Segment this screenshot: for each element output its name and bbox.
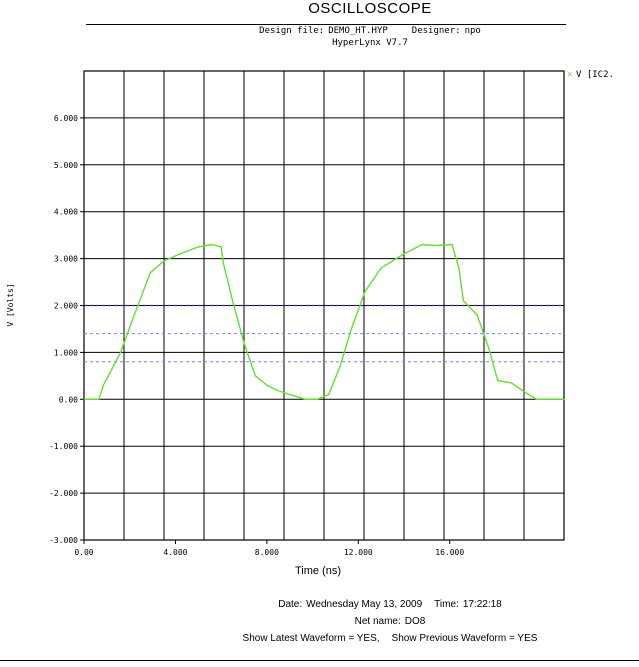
time-value: 17:22:18 bbox=[462, 599, 502, 610]
waveform-point bbox=[98, 398, 100, 400]
y-tick-label: 2.000 bbox=[54, 302, 78, 311]
y-tick-label: -2.000 bbox=[49, 489, 78, 498]
design-line: Design file: DEMO_HT.HYP Designer: npo bbox=[0, 25, 639, 37]
waveform-point bbox=[133, 314, 135, 316]
x-tick-label: 12.000 bbox=[344, 548, 373, 557]
x-tick-label: 8.000 bbox=[255, 548, 279, 557]
net-value: DO8 bbox=[404, 616, 426, 627]
waveform-point bbox=[364, 290, 366, 293]
designer-name: npo bbox=[464, 26, 481, 36]
waveform-series bbox=[83, 243, 565, 400]
waveform-point bbox=[510, 382, 513, 384]
waveform-point bbox=[220, 246, 222, 248]
waveform-point bbox=[524, 391, 526, 393]
x-axis-label: Time (ns) bbox=[295, 565, 341, 577]
y-tick-label: 1.000 bbox=[54, 348, 78, 357]
y-tick-label: 4.000 bbox=[54, 208, 78, 217]
waveform-point bbox=[487, 347, 490, 349]
waveform-point bbox=[316, 398, 318, 400]
waveform-point bbox=[563, 398, 565, 400]
waveform-point bbox=[275, 389, 277, 391]
waveform-point bbox=[327, 394, 330, 396]
waveform-point bbox=[339, 365, 341, 368]
y-tick-label: 6.000 bbox=[54, 114, 78, 123]
title-divider bbox=[86, 24, 566, 25]
waveform-point bbox=[305, 398, 307, 400]
waveform-point bbox=[149, 272, 151, 274]
net-line: Net name: DO8 bbox=[0, 613, 639, 630]
design-file-name: DEMO_HT.HYP bbox=[328, 26, 388, 36]
waveform-point bbox=[289, 394, 291, 396]
waveform-point bbox=[462, 300, 465, 302]
y-axis-label: V [Volts] bbox=[6, 283, 15, 326]
waveform-options-line: Show Latest Waveform = YES, Show Previous… bbox=[0, 630, 639, 647]
waveform-point bbox=[476, 314, 478, 316]
y-tick-label: -1.000 bbox=[49, 442, 78, 451]
waveform-point bbox=[535, 398, 538, 400]
designer-label: Designer: bbox=[411, 26, 461, 36]
y-tick-label: -3.000 bbox=[49, 536, 78, 545]
waveform-point bbox=[211, 243, 213, 246]
waveform-point bbox=[497, 379, 499, 382]
show-latest-waveform: Show Latest Waveform = YES, bbox=[242, 633, 380, 644]
waveform-point bbox=[435, 244, 437, 247]
header-info: Design file: DEMO_HT.HYP Designer: npo Hype… bbox=[0, 25, 639, 49]
x-tick-label: 4.000 bbox=[163, 548, 187, 557]
waveform-point bbox=[243, 342, 245, 344]
waveform-point bbox=[380, 267, 382, 269]
software-version: HyperLynx V7.7 bbox=[332, 38, 408, 48]
waveform-point bbox=[547, 398, 549, 400]
waveform-point bbox=[421, 243, 423, 246]
page-title: OSCILLOSCOPE bbox=[308, 0, 432, 17]
y-tick-label: 0.00 bbox=[59, 395, 78, 404]
waveform-point bbox=[119, 351, 122, 353]
time-label: Time: bbox=[434, 599, 459, 610]
waveform-point bbox=[222, 262, 225, 264]
waveform-point bbox=[179, 253, 181, 255]
waveform-point bbox=[231, 300, 234, 302]
x-tick-label: 16.000 bbox=[435, 548, 464, 557]
waveform-point bbox=[102, 384, 105, 386]
waveform-point bbox=[458, 267, 460, 269]
waveform-point bbox=[254, 375, 257, 377]
waveform-point bbox=[451, 243, 453, 246]
waveform-point bbox=[403, 253, 405, 255]
show-previous-waveform: Show Previous Waveform = YES bbox=[391, 633, 538, 644]
tick-labels: -3.000 -2.000 -1.000 0.00 1.000 2.000 3.000 4.0… bbox=[49, 114, 464, 557]
y-tick-label: 3.000 bbox=[54, 255, 78, 264]
footer-info: Date: Wednesday May 13, 2009 Time: 17:22:18… bbox=[0, 596, 639, 647]
waveform-point bbox=[266, 384, 268, 386]
design-file-label: Design file: bbox=[259, 26, 325, 36]
waveform-point bbox=[197, 246, 199, 248]
waveform-point bbox=[163, 260, 165, 262]
date-label: Date: bbox=[278, 599, 303, 610]
date-value: Wednesday May 13, 2009 bbox=[306, 599, 423, 610]
legend-marker: × bbox=[567, 70, 572, 80]
legend: × V [IC2. bbox=[567, 70, 614, 80]
legend-label: V [IC2. bbox=[576, 70, 614, 80]
bottom-divider bbox=[0, 660, 639, 661]
net-label: Net name: bbox=[354, 616, 401, 627]
x-tick-label: 0.00 bbox=[74, 548, 93, 557]
threshold-lines bbox=[84, 304, 564, 363]
y-tick-label: 5.000 bbox=[54, 161, 78, 170]
date-time-line: Date: Wednesday May 13, 2009 Time: 17:22:18 bbox=[0, 596, 639, 613]
waveform-point bbox=[350, 328, 353, 330]
